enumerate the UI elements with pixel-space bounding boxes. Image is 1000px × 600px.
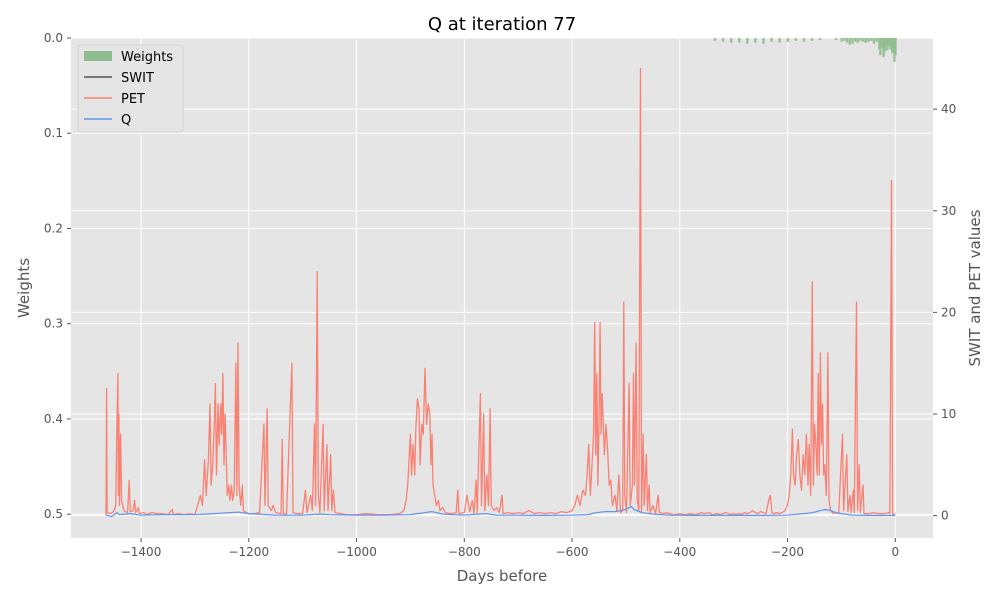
- right-tick-label: 20: [941, 305, 956, 319]
- x-tick-label: −1400: [121, 545, 162, 559]
- weights-bar: [754, 38, 757, 43]
- weights-bar: [889, 38, 892, 50]
- weights-bar: [879, 38, 882, 56]
- weights-bar: [859, 38, 862, 41]
- pet-series-line: [105, 67, 896, 516]
- left-tick-label: 0.3: [44, 317, 63, 331]
- left-tick-label: 0.4: [44, 412, 63, 426]
- weights-bar: [713, 38, 717, 41]
- weights-bar: [786, 38, 789, 42]
- weights-bar: [883, 38, 886, 52]
- weights-bar: [746, 38, 749, 44]
- right-tick-label: 40: [941, 102, 956, 116]
- weights-bar: [845, 38, 849, 43]
- weights-bar: [794, 38, 798, 41]
- weights-series: [713, 38, 897, 62]
- left-axis-title: Weights: [15, 258, 33, 318]
- legend-box: [77, 44, 184, 133]
- weights-bar: [864, 38, 868, 43]
- chart-title: Q at iteration 77: [428, 14, 576, 35]
- weights-bar: [818, 38, 822, 40]
- x-tick-label: 0: [891, 545, 899, 559]
- weights-bar: [851, 38, 854, 44]
- legend-swatch-weights: [84, 51, 112, 61]
- x-tick-label: −400: [663, 545, 696, 559]
- x-axis-title: Days before: [457, 567, 547, 585]
- weights-bar: [721, 38, 725, 42]
- weights-bar: [843, 38, 846, 41]
- left-tick-label: 0.2: [44, 221, 63, 235]
- left-tick-label: 0.5: [44, 507, 63, 521]
- weights-bar: [848, 38, 851, 45]
- weights-bar: [870, 38, 873, 41]
- weights-bar: [840, 38, 843, 42]
- legend-label-pet: PET: [121, 92, 145, 107]
- x-tick-label: −200: [771, 545, 804, 559]
- weights-bar: [853, 38, 857, 42]
- x-tick-label: −600: [556, 545, 589, 559]
- weights-bar: [810, 38, 814, 41]
- right-axis-title: SWIT and PET values: [966, 209, 984, 366]
- weights-bar: [875, 38, 878, 42]
- legend-label-swit: SWIT: [121, 71, 154, 86]
- x-tick-label: −1000: [336, 545, 377, 559]
- weights-bar: [856, 38, 859, 43]
- weights-bar: [867, 38, 870, 42]
- weights-bar: [738, 38, 741, 43]
- q-series-line: [105, 505, 896, 518]
- weights-bar: [887, 38, 891, 47]
- plot-background: [71, 38, 933, 538]
- x-tick-label: −1200: [228, 545, 269, 559]
- weights-bar: [778, 38, 781, 43]
- weights-bar: [762, 38, 765, 44]
- left-tick-label: 0.1: [44, 126, 63, 140]
- right-tick-label: 0: [941, 509, 949, 523]
- axes: −1400 −1200 −1000 −800 −600 −400 −200 0 0.0 0.1 0.…: [44, 31, 956, 559]
- weights-bar: [894, 38, 897, 56]
- legend: Weights SWIT PET Q: [77, 44, 184, 133]
- left-tick-label: 0.0: [44, 31, 63, 45]
- weights-bar: [872, 38, 876, 44]
- right-tick-label: 30: [941, 204, 956, 218]
- weights-bar: [770, 38, 773, 42]
- legend-label-q: Q: [121, 113, 131, 128]
- x-tick-label: −800: [448, 545, 481, 559]
- series-lines: [105, 67, 896, 518]
- weights-bar: [835, 38, 838, 40]
- weights-bar: [729, 38, 733, 43]
- weights-bar: [880, 38, 884, 48]
- weights-bar: [802, 38, 806, 42]
- legend-label-weights: Weights: [121, 50, 173, 65]
- weights-bar: [861, 38, 865, 42]
- weights-bar: [886, 38, 889, 51]
- right-tick-label: 10: [941, 407, 956, 421]
